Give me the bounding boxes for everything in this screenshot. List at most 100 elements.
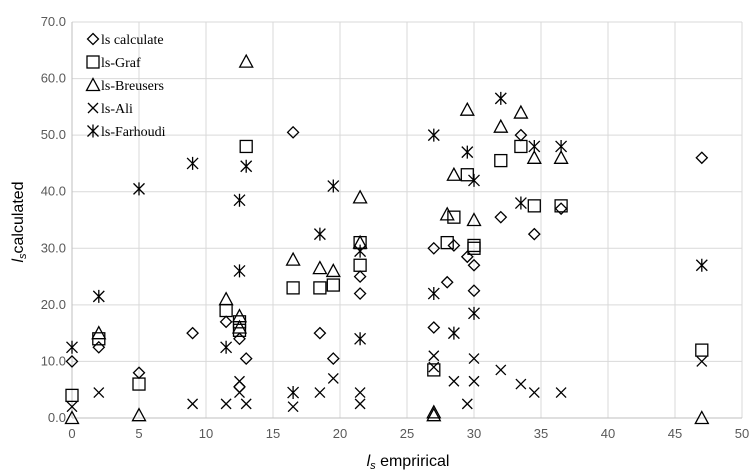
- point-triangle: [231, 319, 248, 334]
- point-triangle: [325, 263, 341, 278]
- point-square: [286, 281, 300, 295]
- point-x: [461, 398, 473, 410]
- point-star: [427, 128, 440, 142]
- point-diamond: [427, 321, 441, 334]
- point-x: [220, 398, 232, 410]
- point-triangle: [493, 118, 509, 133]
- point-star: [220, 340, 233, 354]
- point-star: [186, 156, 199, 170]
- point-triangle: [352, 189, 368, 204]
- point-star: [92, 289, 105, 303]
- legend-marker-diamond: [86, 32, 100, 46]
- point-x: [555, 387, 567, 399]
- point-diamond: [233, 332, 246, 346]
- point-triangle: [439, 206, 455, 221]
- point-star: [468, 306, 480, 320]
- point-star: [555, 139, 568, 153]
- legend: ls calculate ls-Graf ls-Breusers ls-Ali ls-F…: [85, 32, 166, 140]
- point-diamond: [460, 250, 474, 264]
- y-tick-label: 40.0: [41, 184, 66, 199]
- y-axis-title: lscalculated: [10, 181, 29, 262]
- x-tick-label: 45: [668, 426, 682, 441]
- point-square: [494, 153, 508, 168]
- y-tick-label: 0.0: [48, 410, 66, 425]
- point-square: [313, 281, 327, 295]
- legend-item: ls-Farhoudi: [87, 124, 166, 140]
- point-square: [447, 210, 461, 224]
- point-square: [132, 377, 146, 391]
- point-x: [468, 353, 480, 365]
- point-x: [428, 350, 440, 362]
- point-diamond: [427, 241, 441, 255]
- point-diamond: [527, 227, 541, 241]
- point-star: [327, 179, 340, 193]
- point-diamond: [467, 258, 481, 272]
- legend-item: ls-Graf: [86, 55, 141, 71]
- y-tick-label: 50.0: [41, 127, 66, 142]
- point-star: [313, 227, 326, 241]
- point-diamond: [353, 270, 367, 283]
- grid-lines: [72, 21, 743, 418]
- point-star: [447, 326, 460, 340]
- point-x: [528, 387, 540, 399]
- point-triangle: [218, 291, 234, 306]
- point-triangle: [312, 260, 328, 275]
- data-points: [64, 53, 710, 425]
- x-axis-title-main: l: [367, 453, 371, 470]
- point-x: [314, 387, 326, 399]
- point-triangle: [91, 325, 107, 340]
- point-x: [66, 401, 78, 413]
- point-x: [240, 398, 252, 410]
- point-triangle: [426, 407, 442, 422]
- legend-item: ls calculate: [86, 32, 164, 48]
- point-x: [448, 375, 460, 387]
- series-x: [66, 350, 708, 413]
- point-diamond: [447, 239, 461, 252]
- point-star: [240, 159, 253, 173]
- legend-label: ls-Graf: [101, 56, 141, 71]
- x-axis-title-sub: s: [370, 460, 376, 472]
- legend-label: ls-Ali: [101, 102, 133, 117]
- y-tick-label: 20.0: [41, 297, 66, 312]
- point-diamond: [440, 275, 454, 289]
- point-x: [93, 387, 105, 399]
- x-axis-title: ls emprirical: [367, 453, 450, 472]
- point-x: [354, 398, 366, 410]
- point-star: [468, 173, 480, 187]
- point-square: [440, 235, 454, 250]
- point-diamond: [554, 202, 568, 216]
- y-tick-label: 30.0: [41, 240, 66, 255]
- point-triangle: [694, 410, 710, 425]
- point-star: [461, 145, 474, 159]
- y-tick-label: 10.0: [41, 353, 66, 368]
- point-x: [234, 375, 245, 387]
- point-triangle: [131, 407, 147, 422]
- series-triangle: [64, 53, 710, 425]
- point-star: [494, 91, 507, 105]
- point-star: [133, 182, 145, 196]
- y-axis-title-rest: calculated: [10, 181, 27, 253]
- point-diamond: [313, 326, 327, 340]
- x-tick-label: 20: [333, 426, 347, 441]
- point-triangle: [466, 212, 482, 227]
- point-square: [554, 199, 568, 213]
- point-x: [696, 355, 708, 367]
- x-axis-title-rest: emprirical: [376, 453, 450, 470]
- x-tick-label: 35: [534, 426, 548, 441]
- x-tick-label: 0: [68, 426, 75, 441]
- x-tick-label: 25: [400, 426, 414, 441]
- legend-label: ls-Breusers: [101, 79, 164, 94]
- point-diamond: [92, 340, 106, 354]
- point-x: [428, 361, 440, 373]
- point-x: [187, 398, 199, 410]
- legend-marker-square: [86, 55, 100, 69]
- point-triangle: [238, 53, 254, 68]
- point-square: [527, 199, 541, 213]
- y-axis-title-main: l: [10, 259, 27, 263]
- point-square: [239, 139, 253, 154]
- point-star: [695, 258, 708, 272]
- point-triangle: [285, 251, 301, 266]
- point-star: [354, 244, 367, 258]
- point-diamond: [239, 352, 253, 366]
